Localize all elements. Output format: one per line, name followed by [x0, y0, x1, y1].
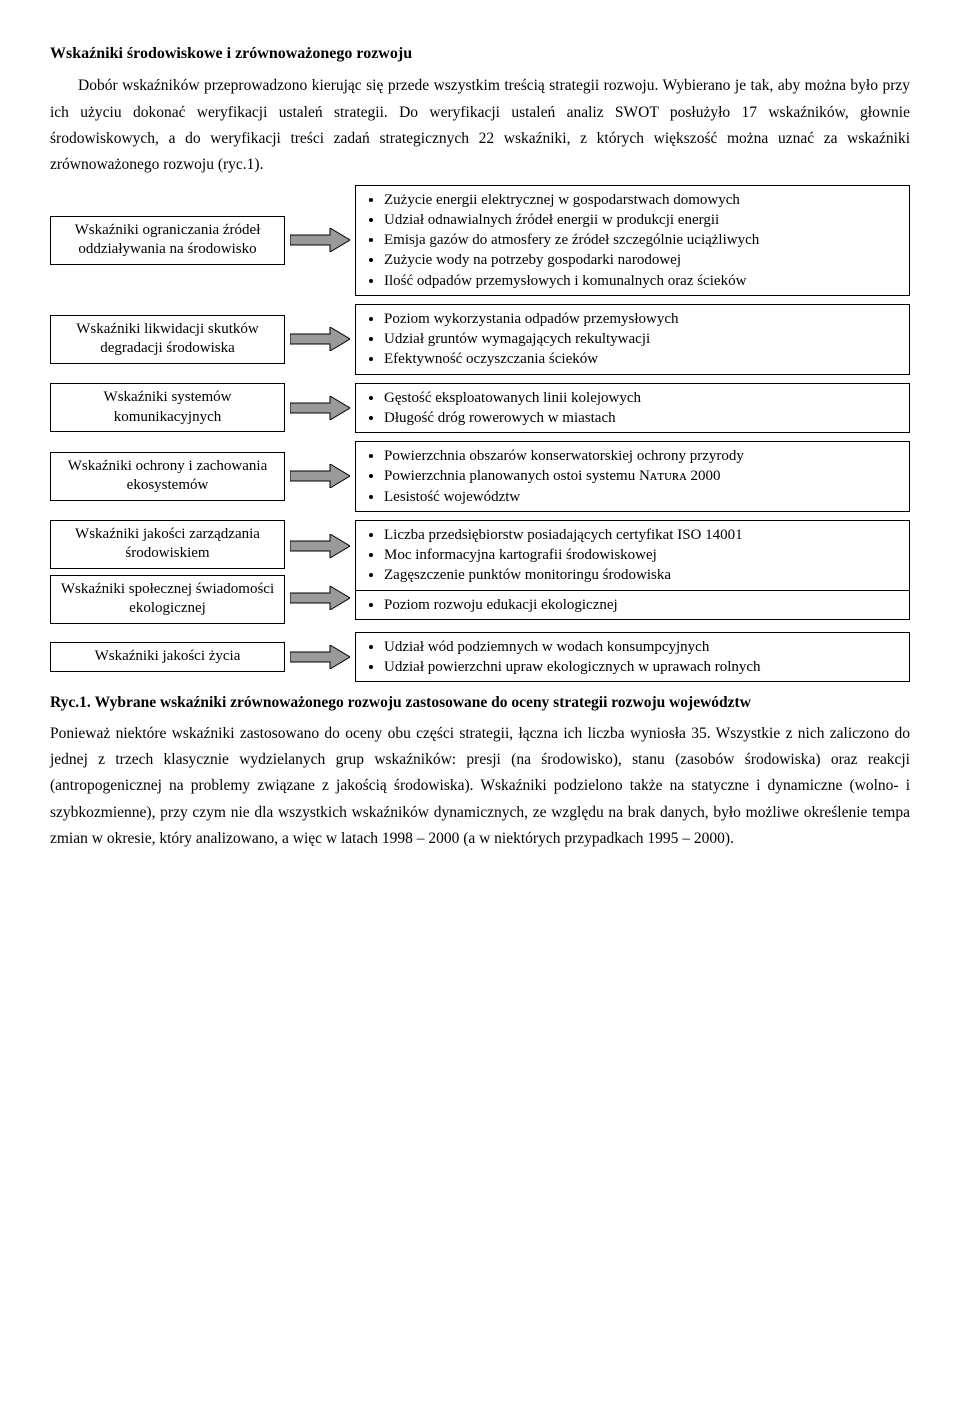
category-box: Wskaźniki systemów komunikacyjnych — [50, 383, 285, 432]
indicator-item: Liczba przedsiębiorstw posiadających cer… — [384, 525, 899, 545]
indicator-item: Powierzchnia planowanych ostoi systemu N… — [384, 466, 899, 486]
arrow-col — [285, 304, 355, 375]
indicator-item: Zagęszczenie punktów monitoringu środowi… — [384, 565, 899, 585]
arrow-icon — [290, 327, 350, 351]
indicator-item: Długość dróg rowerowych w miastach — [384, 408, 899, 428]
indicator-item: Zużycie wody na potrzeby gospodarki naro… — [384, 250, 899, 270]
body-paragraph: Ponieważ niektóre wskaźniki zastosowano … — [50, 721, 910, 853]
section-heading: Wskaźniki środowiskowe i zrównoważonego … — [50, 40, 910, 67]
indicator-item: Poziom rozwoju edukacji ekologicznej — [384, 595, 899, 615]
figure-caption: Ryc.1. Wybrane wskaźniki zrównoważonego … — [50, 690, 910, 716]
diagram-row: Wskaźniki ochrony i zachowania ekosystem… — [50, 441, 910, 512]
indicators-box: Powierzchnia obszarów konserwatorskiej o… — [355, 441, 910, 512]
category-box: Wskaźniki społecznej świadomości ekologi… — [50, 575, 285, 624]
figure-title: Wybrane wskaźniki zrównoważonego rozwoju… — [95, 694, 751, 711]
intro-paragraph: Dobór wskaźników przeprowadzono kierując… — [50, 73, 910, 178]
arrow-icon — [290, 464, 350, 488]
arrow-col — [285, 185, 355, 296]
indicator-item: Lesistość województw — [384, 487, 899, 507]
indicator-item: Ilość odpadów przemysłowych i komunalnyc… — [384, 271, 899, 291]
indicators-diagram: Wskaźniki ograniczania źródeł oddziaływa… — [50, 185, 910, 683]
indicators-box: Poziom wykorzystania odpadów przemysłowy… — [355, 304, 910, 375]
indicator-item: Udział odnawialnych źródeł energii w pro… — [384, 210, 899, 230]
category-box: Wskaźniki jakości zarządzania środowiski… — [50, 520, 285, 569]
arrow-col — [285, 383, 355, 434]
indicator-item: Emisja gazów do atmosfery ze źródeł szcz… — [384, 230, 899, 250]
figure-label: Ryc.1. — [50, 694, 91, 711]
indicators-box: Udział wód podziemnych w wodach konsumpc… — [355, 632, 910, 683]
category-box: Wskaźniki jakości życia — [50, 642, 285, 672]
category-box: Wskaźniki likwidacji skutków degradacji … — [50, 315, 285, 364]
diagram-row: Wskaźniki likwidacji skutków degradacji … — [50, 304, 910, 375]
category-box: Wskaźniki ochrony i zachowania ekosystem… — [50, 452, 285, 501]
arrow-icon — [290, 396, 350, 420]
indicators-box: Liczba przedsiębiorstw posiadających cer… — [355, 520, 910, 620]
indicator-item: Udział wód podziemnych w wodach konsumpc… — [384, 637, 899, 657]
diagram-row: Wskaźniki ograniczania źródeł oddziaływa… — [50, 185, 910, 296]
arrow-col — [285, 441, 355, 512]
indicators-box: Gęstość eksploatowanych linii kolejowych… — [355, 383, 910, 434]
indicator-item: Efektywność oczyszczania ścieków — [384, 349, 899, 369]
arrow-icon — [290, 228, 350, 252]
arrow-icon — [290, 534, 350, 558]
category-box: Wskaźniki ograniczania źródeł oddziaływa… — [50, 216, 285, 265]
indicators-box: Zużycie energii elektrycznej w gospodars… — [355, 185, 910, 296]
diagram-row: Wskaźniki jakości życia Udział wód podzi… — [50, 632, 910, 683]
diagram-row: Wskaźniki jakości zarządzania środowiski… — [50, 520, 910, 624]
indicator-item: Udział gruntów wymagających rekultywacji — [384, 329, 899, 349]
indicator-item: Zużycie energii elektrycznej w gospodars… — [384, 190, 899, 210]
arrow-icon — [290, 645, 350, 669]
indicator-item: Udział powierzchni upraw ekologicznych w… — [384, 657, 899, 677]
indicator-item: Powierzchnia obszarów konserwatorskiej o… — [384, 446, 899, 466]
arrow-col — [285, 520, 355, 624]
arrow-col — [285, 632, 355, 683]
diagram-row: Wskaźniki systemów komunikacyjnych Gęsto… — [50, 383, 910, 434]
indicator-item: Poziom wykorzystania odpadów przemysłowy… — [384, 309, 899, 329]
arrow-icon — [290, 586, 350, 610]
indicator-item: Gęstość eksploatowanych linii kolejowych — [384, 388, 899, 408]
indicator-item: Moc informacyjna kartografii środowiskow… — [384, 545, 899, 565]
